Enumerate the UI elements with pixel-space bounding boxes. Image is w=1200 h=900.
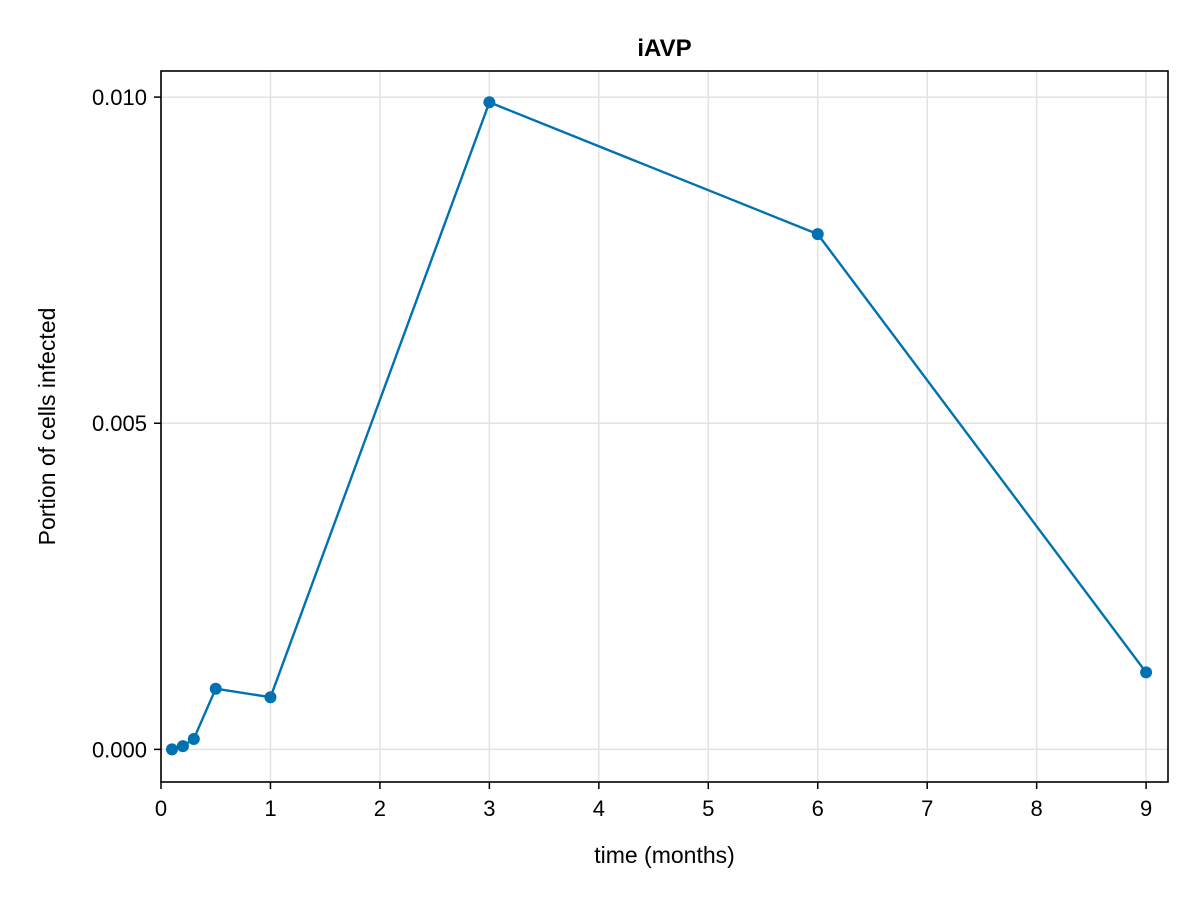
- x-tick-label: 7: [921, 796, 933, 821]
- axis-ticks: 0 1 2 3 4 5 6 7 8 9 0.000 0.005 0.010: [92, 85, 1152, 821]
- y-tick-label: 0.005: [92, 411, 147, 436]
- x-tick-label: 3: [483, 796, 495, 821]
- x-tick-label: 4: [593, 796, 605, 821]
- series-group: [165, 96, 1153, 756]
- x-tick-label: 9: [1140, 796, 1152, 821]
- data-point: [811, 228, 824, 241]
- series-line: [171, 101, 1148, 751]
- x-tick-label: 5: [702, 796, 714, 821]
- x-tick-label: 2: [374, 796, 386, 821]
- y-axis-label: Portion of cells infected: [34, 308, 60, 546]
- data-point: [209, 682, 222, 695]
- x-tick-label: 6: [812, 796, 824, 821]
- data-point: [1140, 666, 1153, 679]
- data-point: [483, 96, 496, 109]
- data-point: [187, 732, 200, 745]
- x-tick-label: 8: [1031, 796, 1043, 821]
- x-tick-label: 0: [155, 796, 167, 821]
- data-point: [165, 743, 178, 756]
- x-axis-label: time (months): [594, 842, 735, 868]
- data-point: [176, 740, 189, 753]
- y-tick-label: 0.000: [92, 737, 147, 762]
- y-tick-label: 0.010: [92, 85, 147, 110]
- grid-lines: [160, 71, 1168, 782]
- chart-title: iAVP: [637, 35, 691, 62]
- data-point: [264, 691, 277, 704]
- plot-frame: [160, 70, 1169, 783]
- x-tick-label: 1: [264, 796, 276, 821]
